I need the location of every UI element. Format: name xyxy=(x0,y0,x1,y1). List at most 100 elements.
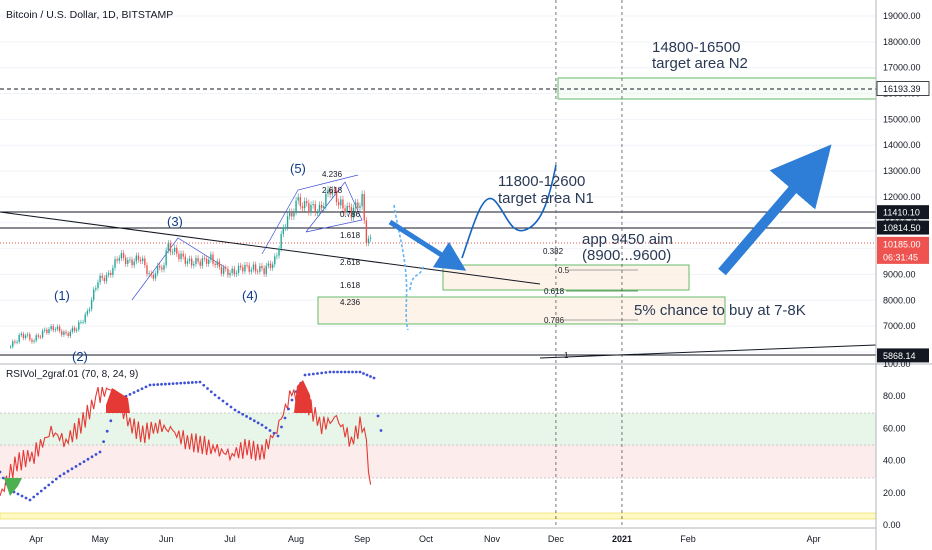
rsi-signal-dot xyxy=(66,469,70,473)
candle-body xyxy=(180,253,182,260)
rsi-signal-dot xyxy=(369,375,372,378)
target-n1-label: target area N1 xyxy=(498,190,594,207)
candle-body xyxy=(278,248,280,256)
rsi-series xyxy=(0,370,383,502)
price-tick-label: 15000.00 xyxy=(883,114,921,124)
aim-range: (8900...9600) xyxy=(582,247,671,264)
candle-body xyxy=(127,260,129,264)
rsi-signal-dot xyxy=(252,419,256,423)
rsi-signal-dot xyxy=(343,370,347,374)
candle-body xyxy=(71,327,74,332)
rsi-signal-dot xyxy=(171,382,175,386)
rsi-signal-dot xyxy=(332,370,336,374)
target-n1-range: 11800-12600 xyxy=(498,173,585,190)
candle-body xyxy=(267,263,270,266)
candle-body xyxy=(203,258,206,260)
triangle xyxy=(305,181,363,233)
candle-body xyxy=(148,273,150,275)
arrow-up xyxy=(718,144,832,276)
candle-body xyxy=(340,199,342,206)
time-tick-label: Sep xyxy=(354,534,370,544)
price-tick-label: 7000.00 xyxy=(883,321,916,331)
candle-body xyxy=(274,256,276,265)
candle-body xyxy=(56,326,59,330)
rsi-signal-dot xyxy=(264,426,268,430)
candle-body xyxy=(82,322,84,323)
rsi-signal-dot xyxy=(213,393,217,397)
buy-zone xyxy=(317,296,726,325)
fib-ext-1618-low: 1.618 xyxy=(340,281,361,290)
rsi-signal-dot xyxy=(206,387,209,390)
rsi-signal-dot xyxy=(24,496,28,500)
candle-body xyxy=(259,265,261,272)
candle-body xyxy=(163,265,165,270)
price-series xyxy=(9,185,372,349)
candle-body xyxy=(308,203,310,213)
price-badge xyxy=(876,81,930,96)
price-axis[interactable]: 19000.0018000.0017000.0016000.0015000.00… xyxy=(883,11,921,357)
candle-body xyxy=(88,309,91,311)
rsi-overbought-fill xyxy=(106,388,130,413)
rsi-signal-dot xyxy=(94,453,98,456)
rsi-signal-dot xyxy=(241,412,245,416)
time-axis[interactable]: Apr May Jun Jul Aug Sep Oct Nov Dec 2021 Feb Apr xyxy=(29,0,821,544)
candle-body xyxy=(161,267,163,270)
candle-body xyxy=(137,255,140,260)
candle-body xyxy=(276,255,278,257)
candle-body xyxy=(301,206,304,209)
fib-retr-05: 0.5 xyxy=(558,266,570,275)
candle-body xyxy=(359,206,361,208)
rsi-signal-dot xyxy=(328,370,332,374)
candle-body xyxy=(288,212,291,217)
candle-body xyxy=(58,326,61,332)
candle-body xyxy=(310,205,312,213)
candle-body xyxy=(214,263,216,266)
rsi-signal-dot xyxy=(379,429,383,432)
rsi-signal-dot xyxy=(128,392,132,396)
candle-body xyxy=(306,201,308,204)
candle-body xyxy=(369,237,372,239)
rsi-signal-dot xyxy=(221,399,225,403)
candle-body xyxy=(205,258,208,264)
candle-body xyxy=(244,264,246,272)
candle-body xyxy=(24,335,27,339)
candle-body xyxy=(367,238,370,244)
rsi-signal-dot xyxy=(237,410,241,414)
candle-body xyxy=(99,275,101,283)
rsi-signal-dot xyxy=(347,370,351,374)
rsi-signal-dot xyxy=(140,387,144,391)
candle-body xyxy=(22,333,25,339)
candle-body xyxy=(107,272,110,275)
candle-body xyxy=(65,331,67,334)
rsi-signal-dot xyxy=(152,383,156,387)
rsi-signal-dot xyxy=(249,417,252,420)
rsi-signal-dot xyxy=(233,408,237,412)
candle-body xyxy=(263,268,265,275)
candle-body xyxy=(293,211,295,217)
price-badge-label: 11410.10 xyxy=(883,208,920,218)
price-badge-label: 16193.39 xyxy=(883,84,921,94)
rsi-axis[interactable]: 100.00 80.00 60.00 40.00 20.00 0.00 xyxy=(883,359,911,530)
candle-body xyxy=(131,259,133,266)
rsi-signal-dot xyxy=(70,467,74,471)
candle-body xyxy=(191,258,193,266)
rsi-signal-dot xyxy=(54,477,58,481)
trendline-descending xyxy=(0,211,541,285)
rsi-signal-dot xyxy=(256,421,260,425)
candle-body xyxy=(44,329,46,331)
candle-body xyxy=(320,204,323,209)
candle-body xyxy=(361,194,363,207)
candle-body xyxy=(269,263,272,268)
candle-body xyxy=(233,268,235,275)
candle-body xyxy=(327,189,329,194)
candle-body xyxy=(184,256,187,264)
rsi-signal-dot xyxy=(183,381,187,385)
rsi-signal-dot xyxy=(316,372,319,375)
wave-label-2: (2) xyxy=(72,349,88,364)
price-tick-label: 13000.00 xyxy=(883,166,921,176)
candle-body xyxy=(282,227,284,234)
candle-body xyxy=(97,282,99,289)
candle-body xyxy=(129,259,131,261)
